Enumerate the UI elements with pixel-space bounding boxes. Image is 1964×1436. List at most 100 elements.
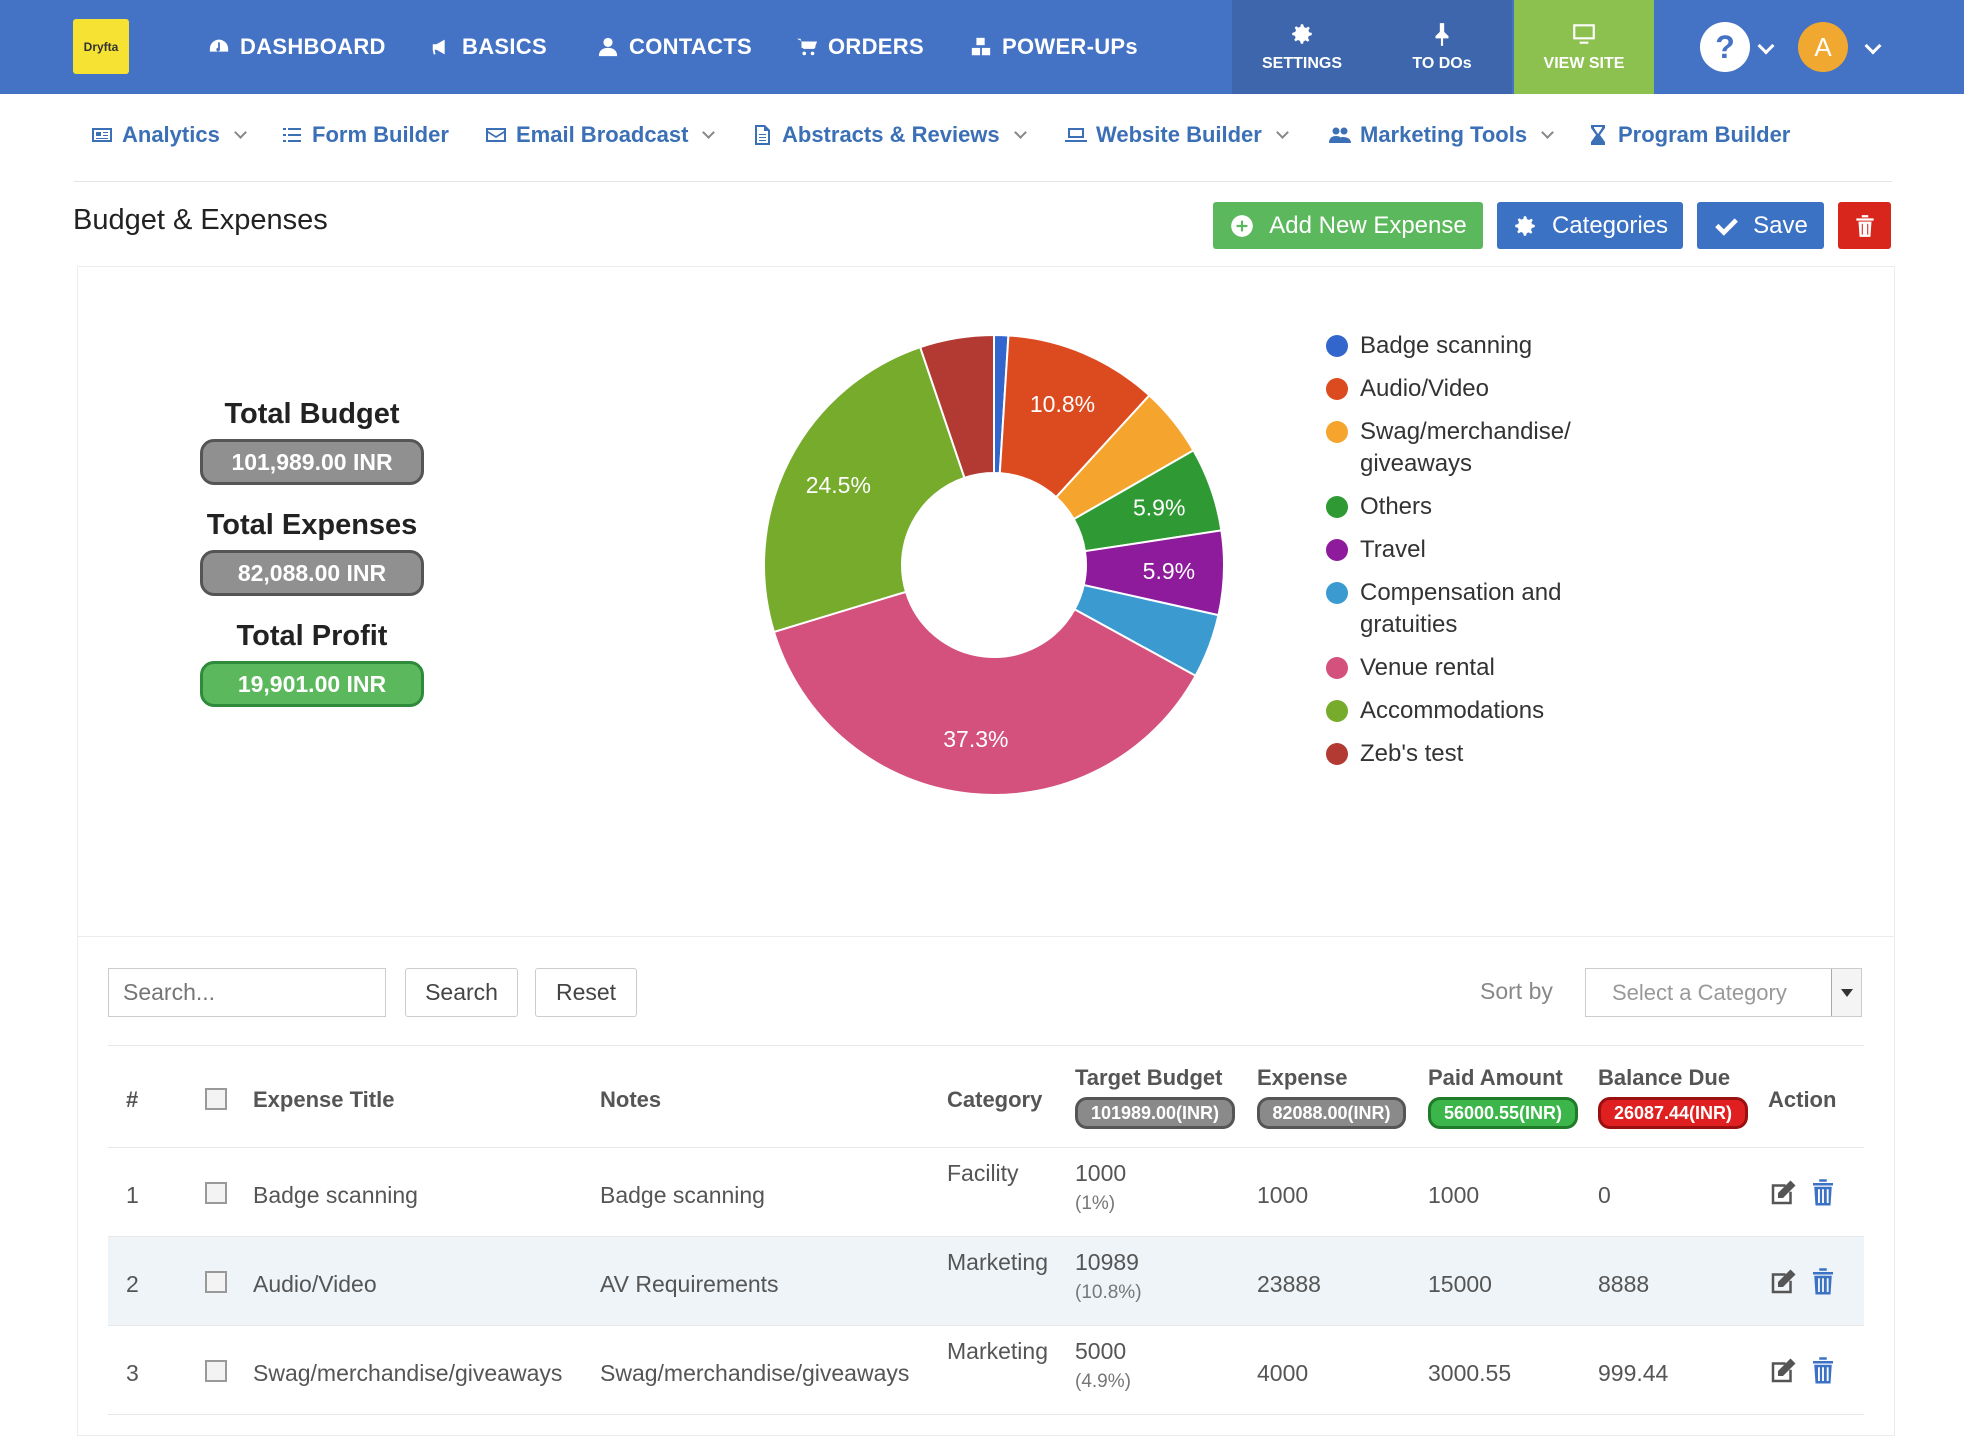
nav-orders-label: ORDERS <box>828 34 924 59</box>
row-category: Marketing <box>947 1249 1048 1275</box>
settings-button[interactable]: SETTINGS <box>1232 0 1372 94</box>
search-input[interactable] <box>108 968 386 1017</box>
dashboard-icon <box>209 39 229 52</box>
legend-item[interactable]: Audio/Video <box>1326 373 1626 405</box>
subnav-abstracts[interactable]: Abstracts & Reviews <box>750 122 1027 148</box>
categories-label: Categories <box>1551 211 1669 239</box>
col-category[interactable]: Category <box>947 1087 1043 1112</box>
nav-powerups[interactable]: POWER-UPs <box>970 0 1138 94</box>
subnav-analytics[interactable]: Analytics <box>90 122 247 148</box>
pie-slice[interactable] <box>772 590 1197 796</box>
nav-basics-label: BASICS <box>462 34 547 59</box>
row-category: Marketing <box>947 1338 1048 1364</box>
col-paid[interactable]: Paid Amount <box>1428 1065 1563 1090</box>
categories-button[interactable]: Categories <box>1497 202 1683 249</box>
col-expense[interactable]: Expense <box>1257 1065 1348 1090</box>
user-icon <box>598 37 618 57</box>
pie-slice[interactable] <box>763 345 966 634</box>
legend-swatch <box>1326 700 1348 722</box>
col-balance[interactable]: Balance Due <box>1598 1065 1731 1090</box>
legend-item[interactable]: Accommodations <box>1326 695 1626 727</box>
avatar[interactable]: A <box>1798 22 1848 72</box>
row-num: 3 <box>126 1360 139 1386</box>
save-label: Save <box>1753 211 1808 239</box>
row-paid: 1000 <box>1428 1182 1480 1208</box>
list-icon <box>283 128 301 142</box>
trash-icon[interactable] <box>1808 1356 1838 1386</box>
edit-icon[interactable] <box>1768 1356 1798 1386</box>
subnav-form-builder[interactable]: Form Builder <box>280 122 449 148</box>
row-title: Swag/merchandise/giveaways <box>253 1360 563 1386</box>
chart-legend: Badge scanning Audio/Video Swag/merchandis… <box>1326 330 1626 781</box>
legend-item[interactable]: Zeb's test <box>1326 738 1626 770</box>
trash-icon <box>1855 214 1874 237</box>
save-button[interactable]: Save <box>1697 202 1824 249</box>
help-button[interactable]: ? <box>1700 22 1750 72</box>
select-all-checkbox[interactable] <box>205 1088 227 1110</box>
target-total-badge: 101989.00(INR) <box>1075 1097 1235 1129</box>
col-target[interactable]: Target Budget <box>1075 1065 1223 1090</box>
legend-swatch <box>1326 378 1348 400</box>
logo[interactable]: Dryfta <box>73 19 129 74</box>
search-button[interactable]: Search <box>405 968 518 1017</box>
row-target-percent: (1%) <box>1075 1193 1116 1214</box>
nav-contacts[interactable]: CONTACTS <box>597 0 752 94</box>
total-expenses-label: Total Expenses <box>206 509 418 541</box>
row-checkbox[interactable] <box>205 1360 227 1382</box>
subnav-marketing-tools[interactable]: Marketing Tools <box>1328 122 1554 148</box>
row-balance: 8888 <box>1598 1271 1650 1297</box>
subnav-program-builder[interactable]: Program Builder <box>1586 122 1790 148</box>
divider <box>108 1325 1864 1326</box>
pie-slice[interactable] <box>918 333 995 480</box>
add-expense-label: Add New Expense <box>1269 211 1467 239</box>
legend-label: Zeb's test <box>1360 740 1464 767</box>
table-row[interactable]: 3 Swag/merchandise/giveaways Swag/merchand… <box>108 1326 1864 1415</box>
legend-swatch <box>1326 743 1348 765</box>
total-budget-value: 101,989.00 INR <box>200 439 424 485</box>
divider <box>77 936 1895 937</box>
laptop-icon <box>1065 128 1087 142</box>
settings-label: SETTINGS <box>1261 55 1342 72</box>
todos-button[interactable]: TO DOs <box>1372 0 1512 94</box>
legend-item[interactable]: Venue rental <box>1326 652 1626 684</box>
add-expense-button[interactable]: Add New Expense <box>1213 202 1483 249</box>
legend-item[interactable]: Compensation and gratuities <box>1326 577 1626 641</box>
trash-icon[interactable] <box>1808 1267 1838 1297</box>
col-notes[interactable]: Notes <box>600 1087 662 1112</box>
subnav-email-broadcast[interactable]: Email Broadcast <box>484 122 716 148</box>
col-title[interactable]: Expense Title <box>253 1087 395 1112</box>
table-row[interactable]: 1 Badge scanning Badge scanning Facility 100… <box>108 1148 1864 1237</box>
nav-contacts-label: CONTACTS <box>629 34 752 59</box>
legend-swatch <box>1326 539 1348 561</box>
newspaper-icon <box>92 128 112 142</box>
pie-slice[interactable] <box>998 334 1151 499</box>
slice-label: 37.3% <box>943 726 1008 752</box>
delete-button[interactable] <box>1838 202 1891 249</box>
reset-button[interactable]: Reset <box>535 968 637 1017</box>
subnav-form-builder-label: Form Builder <box>312 122 449 147</box>
row-checkbox[interactable] <box>205 1182 227 1204</box>
table-row[interactable]: 2 Audio/Video AV Requirements Marketing 2388… <box>108 1237 1864 1326</box>
chevron-down-icon[interactable] <box>1757 37 1775 55</box>
nav-dashboard[interactable]: DASHBOARD <box>208 0 386 94</box>
chevron-down-icon[interactable] <box>1864 37 1882 55</box>
row-target-value: 1000 <box>1075 1160 1127 1186</box>
legend-item[interactable]: Others <box>1326 491 1626 523</box>
edit-icon[interactable] <box>1768 1178 1798 1208</box>
nav-basics[interactable]: BASICS <box>430 0 547 94</box>
legend-item[interactable]: Travel <box>1326 534 1626 566</box>
legend-item[interactable]: Swag/merchandise/ giveaways <box>1326 416 1626 480</box>
trash-icon[interactable] <box>1808 1178 1838 1208</box>
edit-icon[interactable] <box>1768 1267 1798 1297</box>
legend-swatch <box>1326 421 1348 443</box>
legend-label: Swag/merchandise/ giveaways <box>1360 418 1571 477</box>
row-checkbox[interactable] <box>205 1271 227 1293</box>
subnav-website-builder[interactable]: Website Builder <box>1064 122 1289 148</box>
view-site-button[interactable]: VIEW SITE <box>1514 0 1654 94</box>
legend-item[interactable]: Badge scanning <box>1326 330 1626 362</box>
row-num: 2 <box>126 1271 139 1297</box>
category-select[interactable]: Select a Category <box>1585 968 1862 1017</box>
legend-label: Venue rental <box>1360 654 1495 681</box>
dropdown-arrow-icon[interactable] <box>1831 969 1861 1016</box>
nav-orders[interactable]: ORDERS <box>796 0 924 94</box>
